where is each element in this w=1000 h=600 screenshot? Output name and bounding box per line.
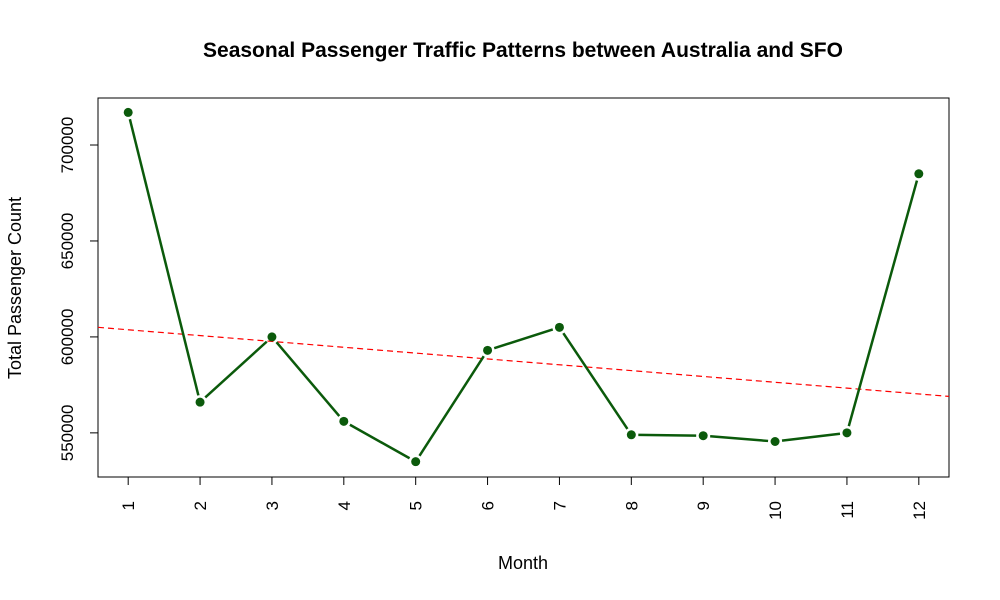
data-point bbox=[195, 397, 205, 407]
x-tick-label: 11 bbox=[838, 501, 857, 519]
data-point bbox=[267, 332, 277, 342]
data-point bbox=[411, 457, 421, 467]
x-tick-label: 8 bbox=[622, 501, 641, 510]
series-line-segment bbox=[562, 332, 629, 430]
data-point bbox=[698, 431, 708, 441]
y-tick-label: 600000 bbox=[58, 309, 77, 366]
data-point bbox=[339, 416, 349, 426]
x-tick-label: 3 bbox=[263, 501, 282, 510]
data-point bbox=[483, 345, 493, 355]
series-line-segment bbox=[349, 423, 411, 460]
series-line-segment bbox=[128, 118, 200, 396]
data-point bbox=[770, 436, 780, 446]
data-point bbox=[842, 428, 852, 438]
data-point bbox=[554, 322, 564, 332]
series-line-segment bbox=[418, 355, 485, 457]
x-tick-label: 10 bbox=[766, 501, 785, 520]
x-tick-label: 7 bbox=[550, 501, 569, 510]
x-tick-label: 12 bbox=[910, 501, 929, 520]
trend-line-layer bbox=[97, 326, 950, 398]
series-line-segment bbox=[781, 432, 841, 442]
series-line-segment bbox=[710, 435, 769, 443]
data-point bbox=[914, 169, 924, 179]
series-line-segment bbox=[847, 180, 919, 427]
x-tick-label: 4 bbox=[335, 501, 354, 510]
series-line-segment bbox=[275, 341, 341, 417]
y-tick-label: 550000 bbox=[58, 404, 77, 461]
series-line-segment bbox=[638, 433, 697, 437]
series-line-segment bbox=[204, 340, 268, 399]
x-axis-label: Month bbox=[498, 553, 548, 573]
series-line-segment bbox=[493, 328, 554, 350]
x-tick-label: 6 bbox=[479, 501, 498, 510]
data-point bbox=[123, 107, 133, 117]
x-tick-label: 9 bbox=[694, 501, 713, 510]
x-tick-label: 5 bbox=[407, 501, 426, 510]
y-tick-label: 650000 bbox=[58, 213, 77, 270]
plot-frame bbox=[97, 97, 950, 478]
data-point bbox=[626, 430, 636, 440]
trend-line bbox=[97, 326, 950, 398]
x-tick-label: 2 bbox=[191, 501, 210, 510]
x-axis: 1 2 3 4 5 6 7 8 9 10 11 12 bbox=[119, 476, 929, 520]
y-axis-label: Total Passenger Count bbox=[5, 197, 25, 379]
y-tick-label: 700000 bbox=[58, 117, 77, 174]
y-axis: 550000 600000 650000 700000 bbox=[58, 117, 99, 461]
series-layer bbox=[123, 107, 924, 467]
chart-title: Seasonal Passenger Traffic Patterns betw… bbox=[203, 39, 843, 62]
x-tick-label: 1 bbox=[119, 501, 138, 510]
